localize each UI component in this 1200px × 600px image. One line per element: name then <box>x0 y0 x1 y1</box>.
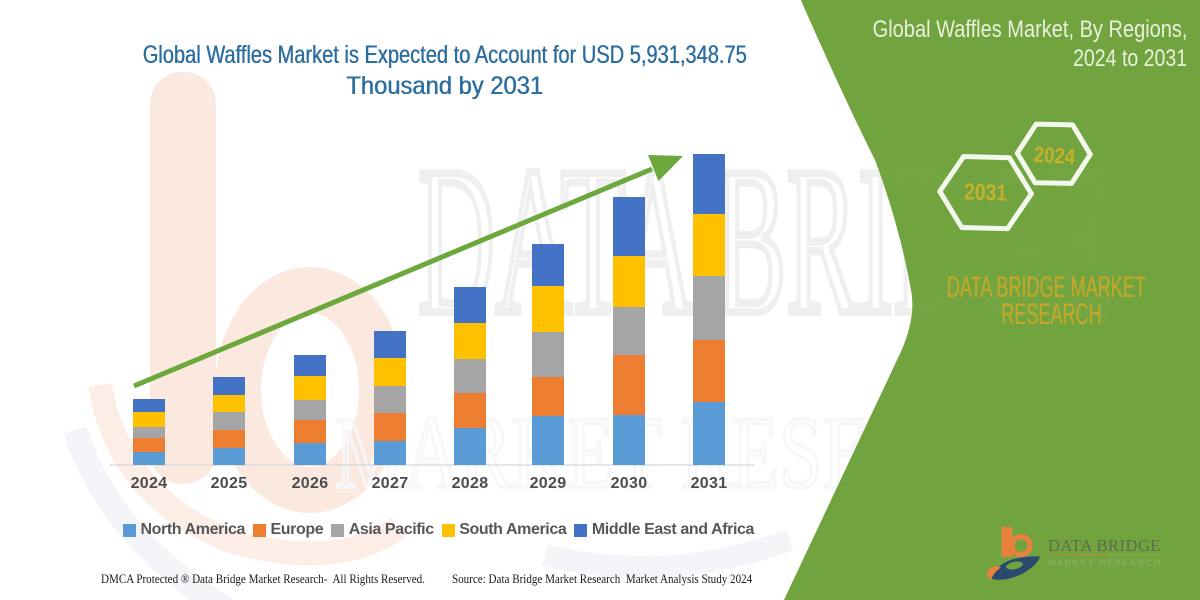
svg-text:DATA BRIDGE: DATA BRIDGE <box>1048 536 1162 555</box>
svg-text:MARKET RESEARCH: MARKET RESEARCH <box>1048 559 1162 568</box>
